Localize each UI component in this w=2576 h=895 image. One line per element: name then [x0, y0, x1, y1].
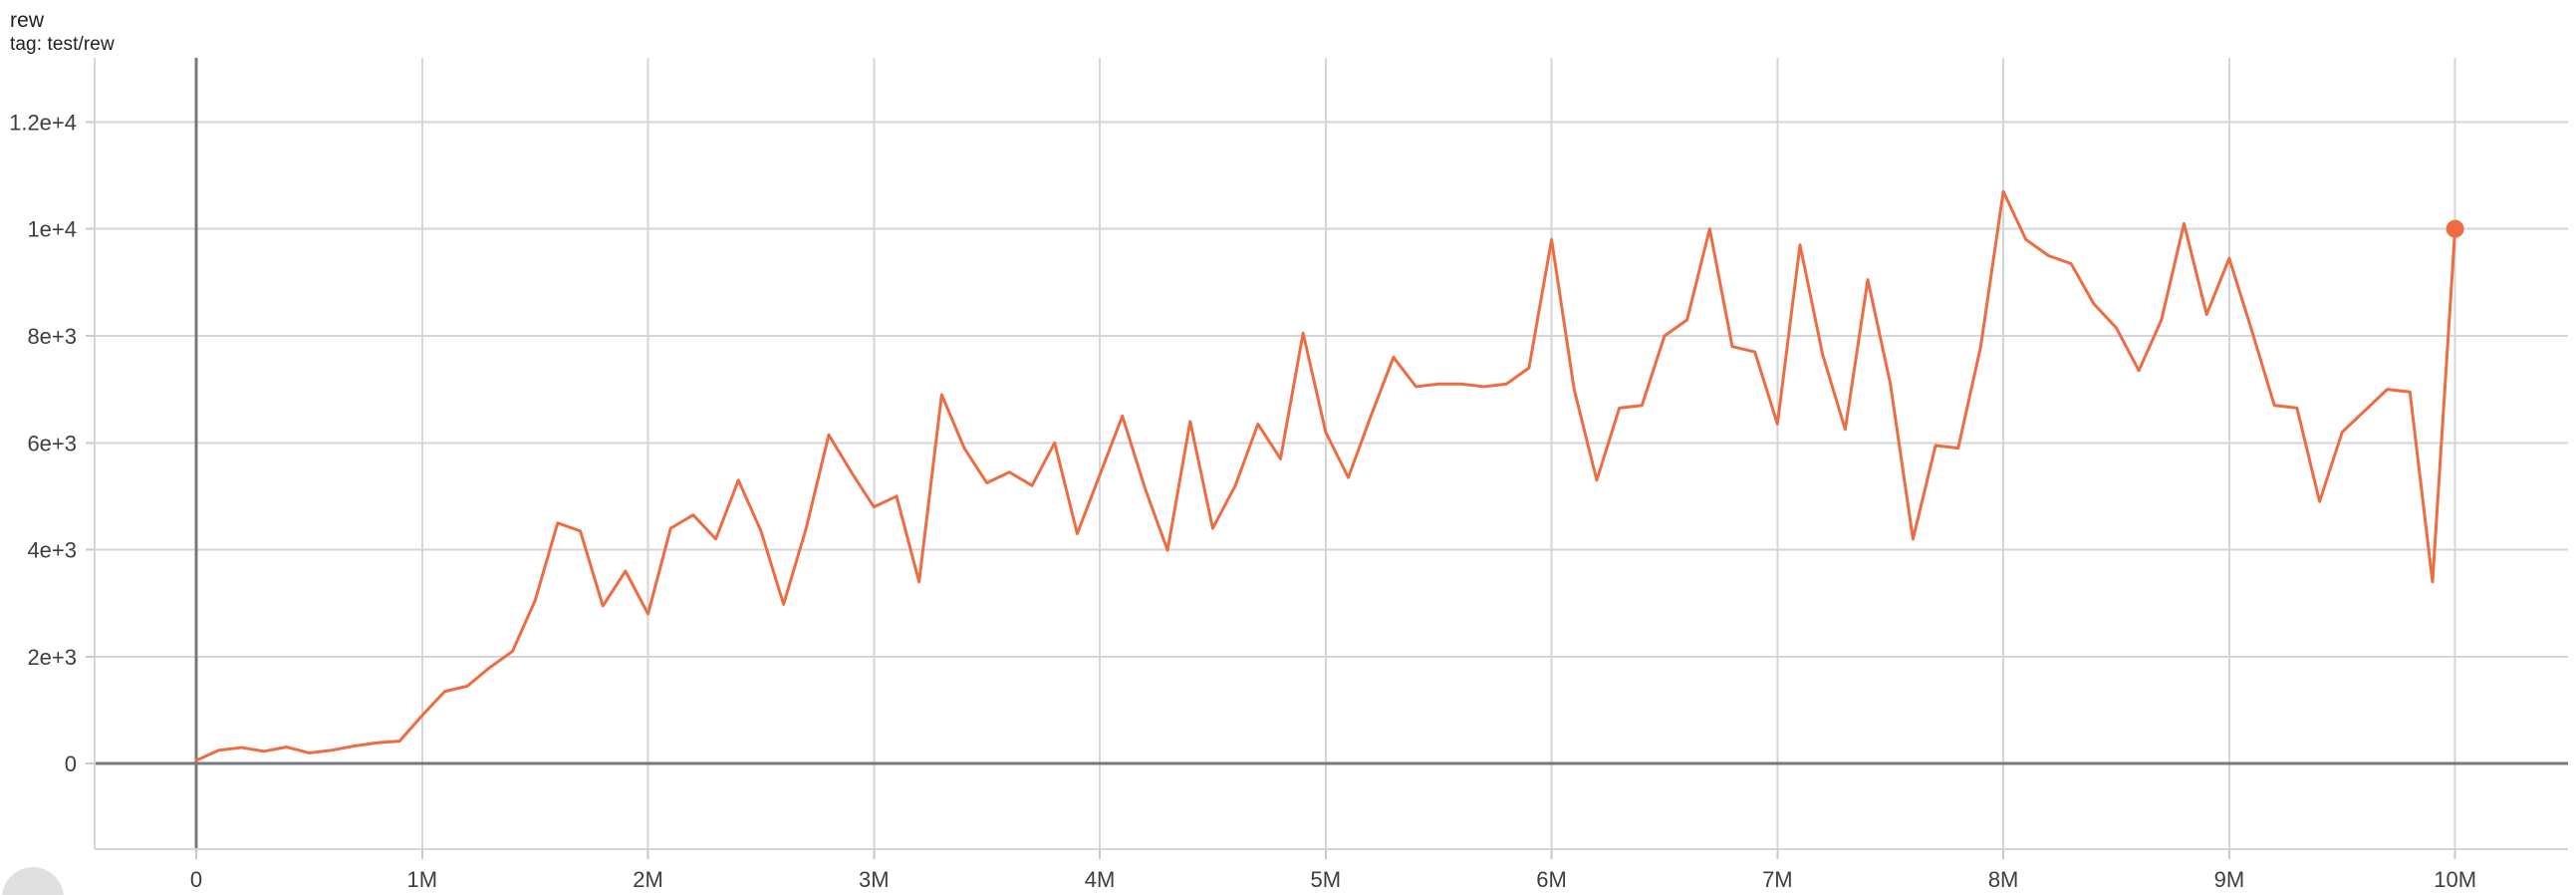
x-tick-label: 1M	[407, 867, 438, 892]
x-gridlines	[195, 58, 2456, 849]
series-lines[interactable]	[194, 189, 2457, 762]
chart-header: rew tag: test/rew	[10, 8, 115, 57]
x-tick-label: 3M	[859, 867, 890, 892]
x-tick-label: 2M	[633, 867, 663, 892]
y-tick-label: 0	[65, 751, 77, 776]
y-tick-labels: 0 2e+3 4e+3 6e+3 8e+3 1e+4 1.2e+4	[9, 110, 77, 776]
chart-tag-label: tag: test/rew	[10, 34, 115, 55]
y-tick-label: 1.2e+4	[9, 110, 77, 135]
x-tick-labels: 0 1M 2M 3M 4M 5M 6M 7M 8M 9M 10M	[190, 867, 2476, 892]
x-tick-label: 0	[190, 867, 202, 892]
y-tick-label: 1e+4	[27, 217, 77, 242]
y-tick-label: 6e+3	[27, 431, 77, 455]
x-tick-label: 6M	[1536, 867, 1567, 892]
page-title: rew	[10, 9, 45, 32]
x-tick-label: 8M	[1988, 867, 2019, 892]
axis-lines	[94, 58, 2568, 850]
x-tick-label: 4M	[1085, 867, 1116, 892]
series-line[interactable]	[194, 189, 2457, 762]
y-tick-label: 8e+3	[27, 324, 77, 349]
x-tick-label: 7M	[1762, 867, 1793, 892]
y-tick-label: 4e+3	[27, 538, 77, 563]
axis-tick-marks	[86, 121, 2456, 859]
x-tick-label: 5M	[1311, 867, 1342, 892]
y-tick-label: 2e+3	[27, 645, 77, 670]
endpoint-marker[interactable]	[2446, 219, 2464, 238]
x-tick-label: 10M	[2434, 867, 2476, 892]
x-tick-label: 9M	[2214, 867, 2245, 892]
endpoint-dot-marker[interactable]	[2446, 219, 2464, 238]
